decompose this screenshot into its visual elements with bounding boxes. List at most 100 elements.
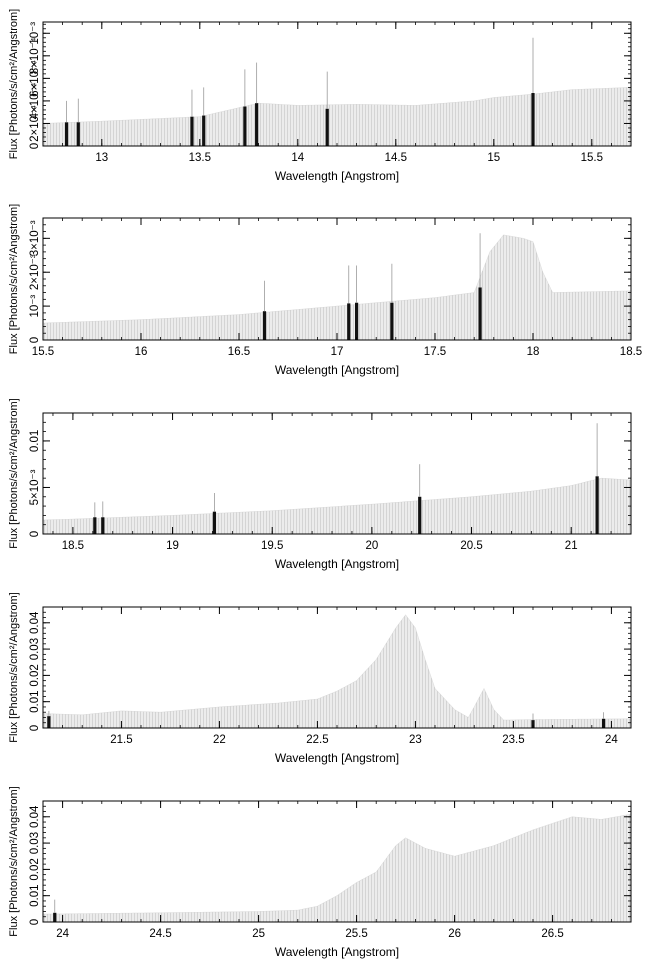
x-tick-label: 19 (166, 540, 179, 552)
y-tick-label: 8×10⁻⁴ (29, 37, 41, 74)
emission-line (595, 423, 599, 534)
line-bar (531, 720, 535, 728)
continuum-bins (44, 814, 630, 922)
line-bar (601, 718, 606, 728)
y-tick-label: 0.02 (29, 664, 41, 686)
x-axis-label: Wavelength [Angstrom] (275, 363, 399, 377)
y-tick-label: 0.01 (29, 430, 41, 452)
x-tick-label: 13.5 (189, 152, 211, 164)
emission-line (355, 265, 359, 340)
x-tick-label: 16 (135, 346, 148, 358)
x-tick-label: 16.5 (228, 346, 250, 358)
y-tick-label: 0.04 (29, 805, 41, 828)
line-bar (190, 116, 194, 146)
emission-line (202, 87, 206, 146)
emission-line (243, 69, 247, 146)
y-tick-label: 0.04 (29, 611, 41, 634)
x-tick-label: 17 (331, 346, 344, 358)
line-bar (325, 108, 329, 146)
x-tick-label: 24 (56, 928, 69, 940)
x-tick-label: 26.5 (541, 928, 563, 940)
emission-line (212, 493, 217, 534)
x-tick-label: 20 (365, 540, 378, 552)
y-tick-label: 10⁻³ (29, 22, 41, 45)
panel-2: 15.5 16 16.5 17 17.5 18 18.5 0 10⁻³ 2×10⁻³3×10⁻³ W… (8, 204, 642, 377)
emission-line (47, 710, 51, 728)
line-bar (478, 287, 482, 340)
y-tick-label: 0.01 (29, 885, 41, 907)
x-tick-label: 14 (291, 152, 304, 164)
emission-line (390, 263, 394, 340)
line-bar (418, 496, 422, 534)
line-bar (64, 122, 69, 146)
emission-line (64, 100, 69, 146)
emission-line (76, 98, 80, 146)
y-tick-label: 4×10⁻⁴ (29, 82, 41, 119)
continuum-bins (44, 616, 630, 728)
plot-area (43, 614, 631, 728)
continuum-spectrum (43, 813, 631, 922)
emission-line (93, 502, 97, 534)
line-bar (76, 122, 80, 146)
y-axis-label: Flux [Photons/s/cm²/Angstrom] (8, 592, 20, 742)
emission-line (101, 501, 105, 534)
line-bar (93, 517, 97, 534)
x-tick-label: 15.5 (32, 346, 54, 358)
x-tick-label: 26 (448, 928, 461, 940)
line-bar (347, 303, 351, 340)
emission-line (325, 71, 329, 146)
x-tick-label: 20.5 (460, 540, 482, 552)
emission-line (418, 464, 422, 534)
x-tick-label: 18 (527, 346, 540, 358)
x-tick-label: 17.5 (424, 346, 446, 358)
panel-4: 21.5 22 22.5 23 23.5 24 0 0.01 0.02 0.03 0.04 Wavel… (8, 592, 632, 765)
line-bar (595, 476, 599, 534)
y-tick-label: 0.01 (29, 691, 41, 713)
plot-frame (42, 412, 632, 535)
y-tick-label: 2×10⁻³ (29, 254, 41, 290)
x-tick-label: 24.5 (149, 928, 171, 940)
continuum-spectrum (43, 477, 631, 534)
line-bar (355, 302, 359, 340)
x-tick-label: 22 (213, 734, 226, 746)
y-axis-label: Flux [Photons/s/cm²/Angstrom] (8, 204, 20, 354)
x-tick-label: 25.5 (345, 928, 367, 940)
line-bar (390, 302, 394, 340)
emission-line (347, 265, 351, 340)
x-tick-label: 15.5 (581, 152, 603, 164)
x-tick-label: 18.5 (620, 346, 642, 358)
x-axis-label: Wavelength [Angstrom] (275, 945, 399, 959)
continuum-bins (44, 235, 630, 340)
emission-line (190, 89, 194, 146)
plot-area (43, 813, 631, 922)
continuum-spectrum (43, 234, 631, 340)
panel-5: 24 24.5 25 25.5 26 26.5 0 0.01 0.02 0.03 0.04 Wavel… (8, 786, 632, 959)
x-tick-label: 23 (409, 734, 422, 746)
line-bar (255, 103, 259, 146)
y-tick-label: 10⁻³ (29, 295, 41, 318)
x-tick-label: 15 (487, 152, 500, 164)
line-bar (531, 93, 535, 146)
continuum-spectrum (43, 614, 631, 728)
x-tick-label: 13 (95, 152, 108, 164)
emission-line (262, 280, 267, 340)
x-tick-label: 21.5 (110, 734, 132, 746)
y-axis-label: Flux [Photons/s/cm²/Angstrom] (8, 786, 20, 936)
panel-1: 13 13.5 14 14.5 15 15.5 02×10⁻⁴4×10⁻⁴6×10⁻⁴8×1… (8, 9, 632, 183)
x-tick-label: 23.5 (502, 734, 524, 746)
x-axis-label: Wavelength [Angstrom] (275, 751, 399, 765)
continuum-spectrum (43, 87, 631, 146)
y-axis-label: Flux [Photons/s/cm²/Angstrom] (8, 398, 20, 548)
x-tick-label: 22.5 (306, 734, 328, 746)
y-tick-label: 2×10⁻⁴ (29, 105, 41, 142)
emission-line (531, 37, 535, 146)
emission-line (255, 62, 259, 146)
emission-line (601, 712, 606, 728)
y-tick-label: 0 (29, 919, 41, 925)
x-tick-label: 19.5 (261, 540, 283, 552)
y-tick-label: 0.03 (29, 832, 41, 854)
x-axis-label: Wavelength [Angstrom] (275, 557, 399, 571)
y-tick-label: 0 (29, 143, 41, 149)
y-tick-label: 5×10⁻³ (29, 469, 41, 505)
